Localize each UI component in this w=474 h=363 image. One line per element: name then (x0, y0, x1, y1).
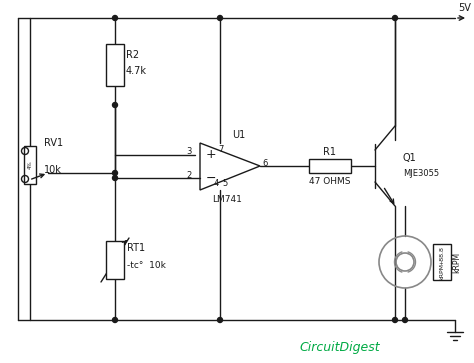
Circle shape (112, 102, 118, 107)
Text: +: + (206, 148, 217, 162)
Text: MJE3055: MJE3055 (403, 170, 439, 179)
Text: 47 OHMS: 47 OHMS (309, 178, 351, 187)
Text: -tc°  10k: -tc° 10k (127, 261, 166, 270)
Text: 10k: 10k (44, 165, 62, 175)
Text: 5: 5 (222, 179, 227, 188)
Text: Q1: Q1 (403, 153, 417, 163)
Circle shape (392, 16, 398, 20)
Circle shape (112, 318, 118, 322)
Text: U1: U1 (232, 130, 245, 140)
Circle shape (218, 318, 222, 322)
Text: 2: 2 (187, 171, 192, 179)
Bar (433, 244, 451, 280)
Circle shape (218, 16, 222, 20)
Text: kRPM: kRPM (439, 264, 445, 281)
Text: 5V: 5V (458, 3, 471, 13)
Circle shape (112, 16, 118, 20)
Circle shape (112, 175, 118, 180)
Text: 7: 7 (218, 146, 223, 155)
Text: kRPM: kRPM (453, 252, 462, 273)
Circle shape (402, 318, 408, 322)
Text: LM741: LM741 (212, 195, 242, 204)
Bar (106, 241, 124, 279)
Text: RV1: RV1 (44, 138, 63, 148)
Text: 4.7k: 4.7k (126, 66, 147, 76)
Text: R1: R1 (323, 147, 337, 157)
Circle shape (392, 318, 398, 322)
Bar (24, 146, 36, 184)
Text: −: − (206, 171, 217, 184)
Circle shape (112, 171, 118, 175)
Text: R2: R2 (126, 50, 139, 60)
Text: 3: 3 (187, 147, 192, 156)
Text: 4: 4 (214, 179, 219, 188)
Text: +88.8: +88.8 (439, 246, 445, 265)
Text: 4%: 4% (27, 161, 33, 169)
Text: 6: 6 (262, 159, 267, 167)
Text: RT1: RT1 (127, 243, 145, 253)
Bar (309, 159, 351, 173)
Text: CircuitDigest: CircuitDigest (300, 342, 380, 355)
Bar (106, 44, 124, 86)
